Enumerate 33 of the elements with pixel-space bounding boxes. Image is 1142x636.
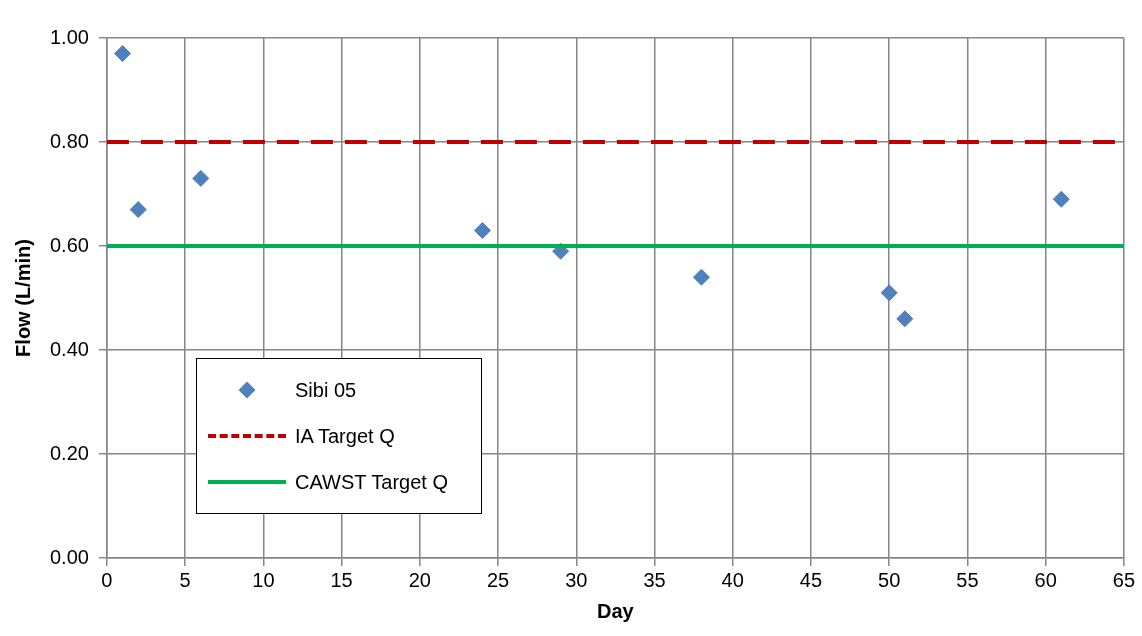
y-tick-label: 1.00: [49, 25, 89, 48]
y-tick-label: 0.00: [49, 545, 89, 568]
x-tick-label: 50: [878, 568, 901, 591]
y-tick-label: 0.80: [49, 129, 89, 152]
x-tick-label: 45: [799, 568, 823, 591]
point: [880, 284, 898, 302]
y-tick-label: 0.20: [49, 441, 89, 464]
x-tick-label: 25: [486, 568, 510, 591]
y-tick-label: 0.40: [49, 337, 89, 360]
point: [473, 221, 491, 239]
legend-label: Sibi 05: [295, 378, 357, 402]
point: [692, 268, 710, 286]
x-axis-title: Day: [597, 599, 635, 622]
point: [129, 201, 147, 219]
x-tick-label: 40: [721, 568, 744, 591]
x-tick-label: 30: [565, 568, 588, 591]
x-tick-label: 60: [1034, 568, 1057, 591]
x-tick-label: 5: [179, 568, 191, 591]
x-tick-label: 55: [956, 568, 979, 591]
legend-label: CAWST Target Q: [295, 470, 449, 494]
y-axis-title: Flow (L/min): [11, 239, 34, 357]
legend-label: IA Target Q: [295, 424, 395, 448]
y-tick-label: 0.60: [49, 233, 89, 256]
x-tick-label: 10: [252, 568, 275, 591]
point: [192, 169, 210, 187]
x-tick-label: 0: [101, 568, 113, 591]
x-tick-label: 20: [408, 568, 431, 591]
point: [1052, 190, 1070, 208]
x-tick-label: 65: [1112, 568, 1135, 591]
point: [114, 45, 132, 63]
point: [896, 310, 914, 328]
x-tick-label: 15: [330, 568, 353, 591]
x-tick-label: 35: [643, 568, 666, 591]
